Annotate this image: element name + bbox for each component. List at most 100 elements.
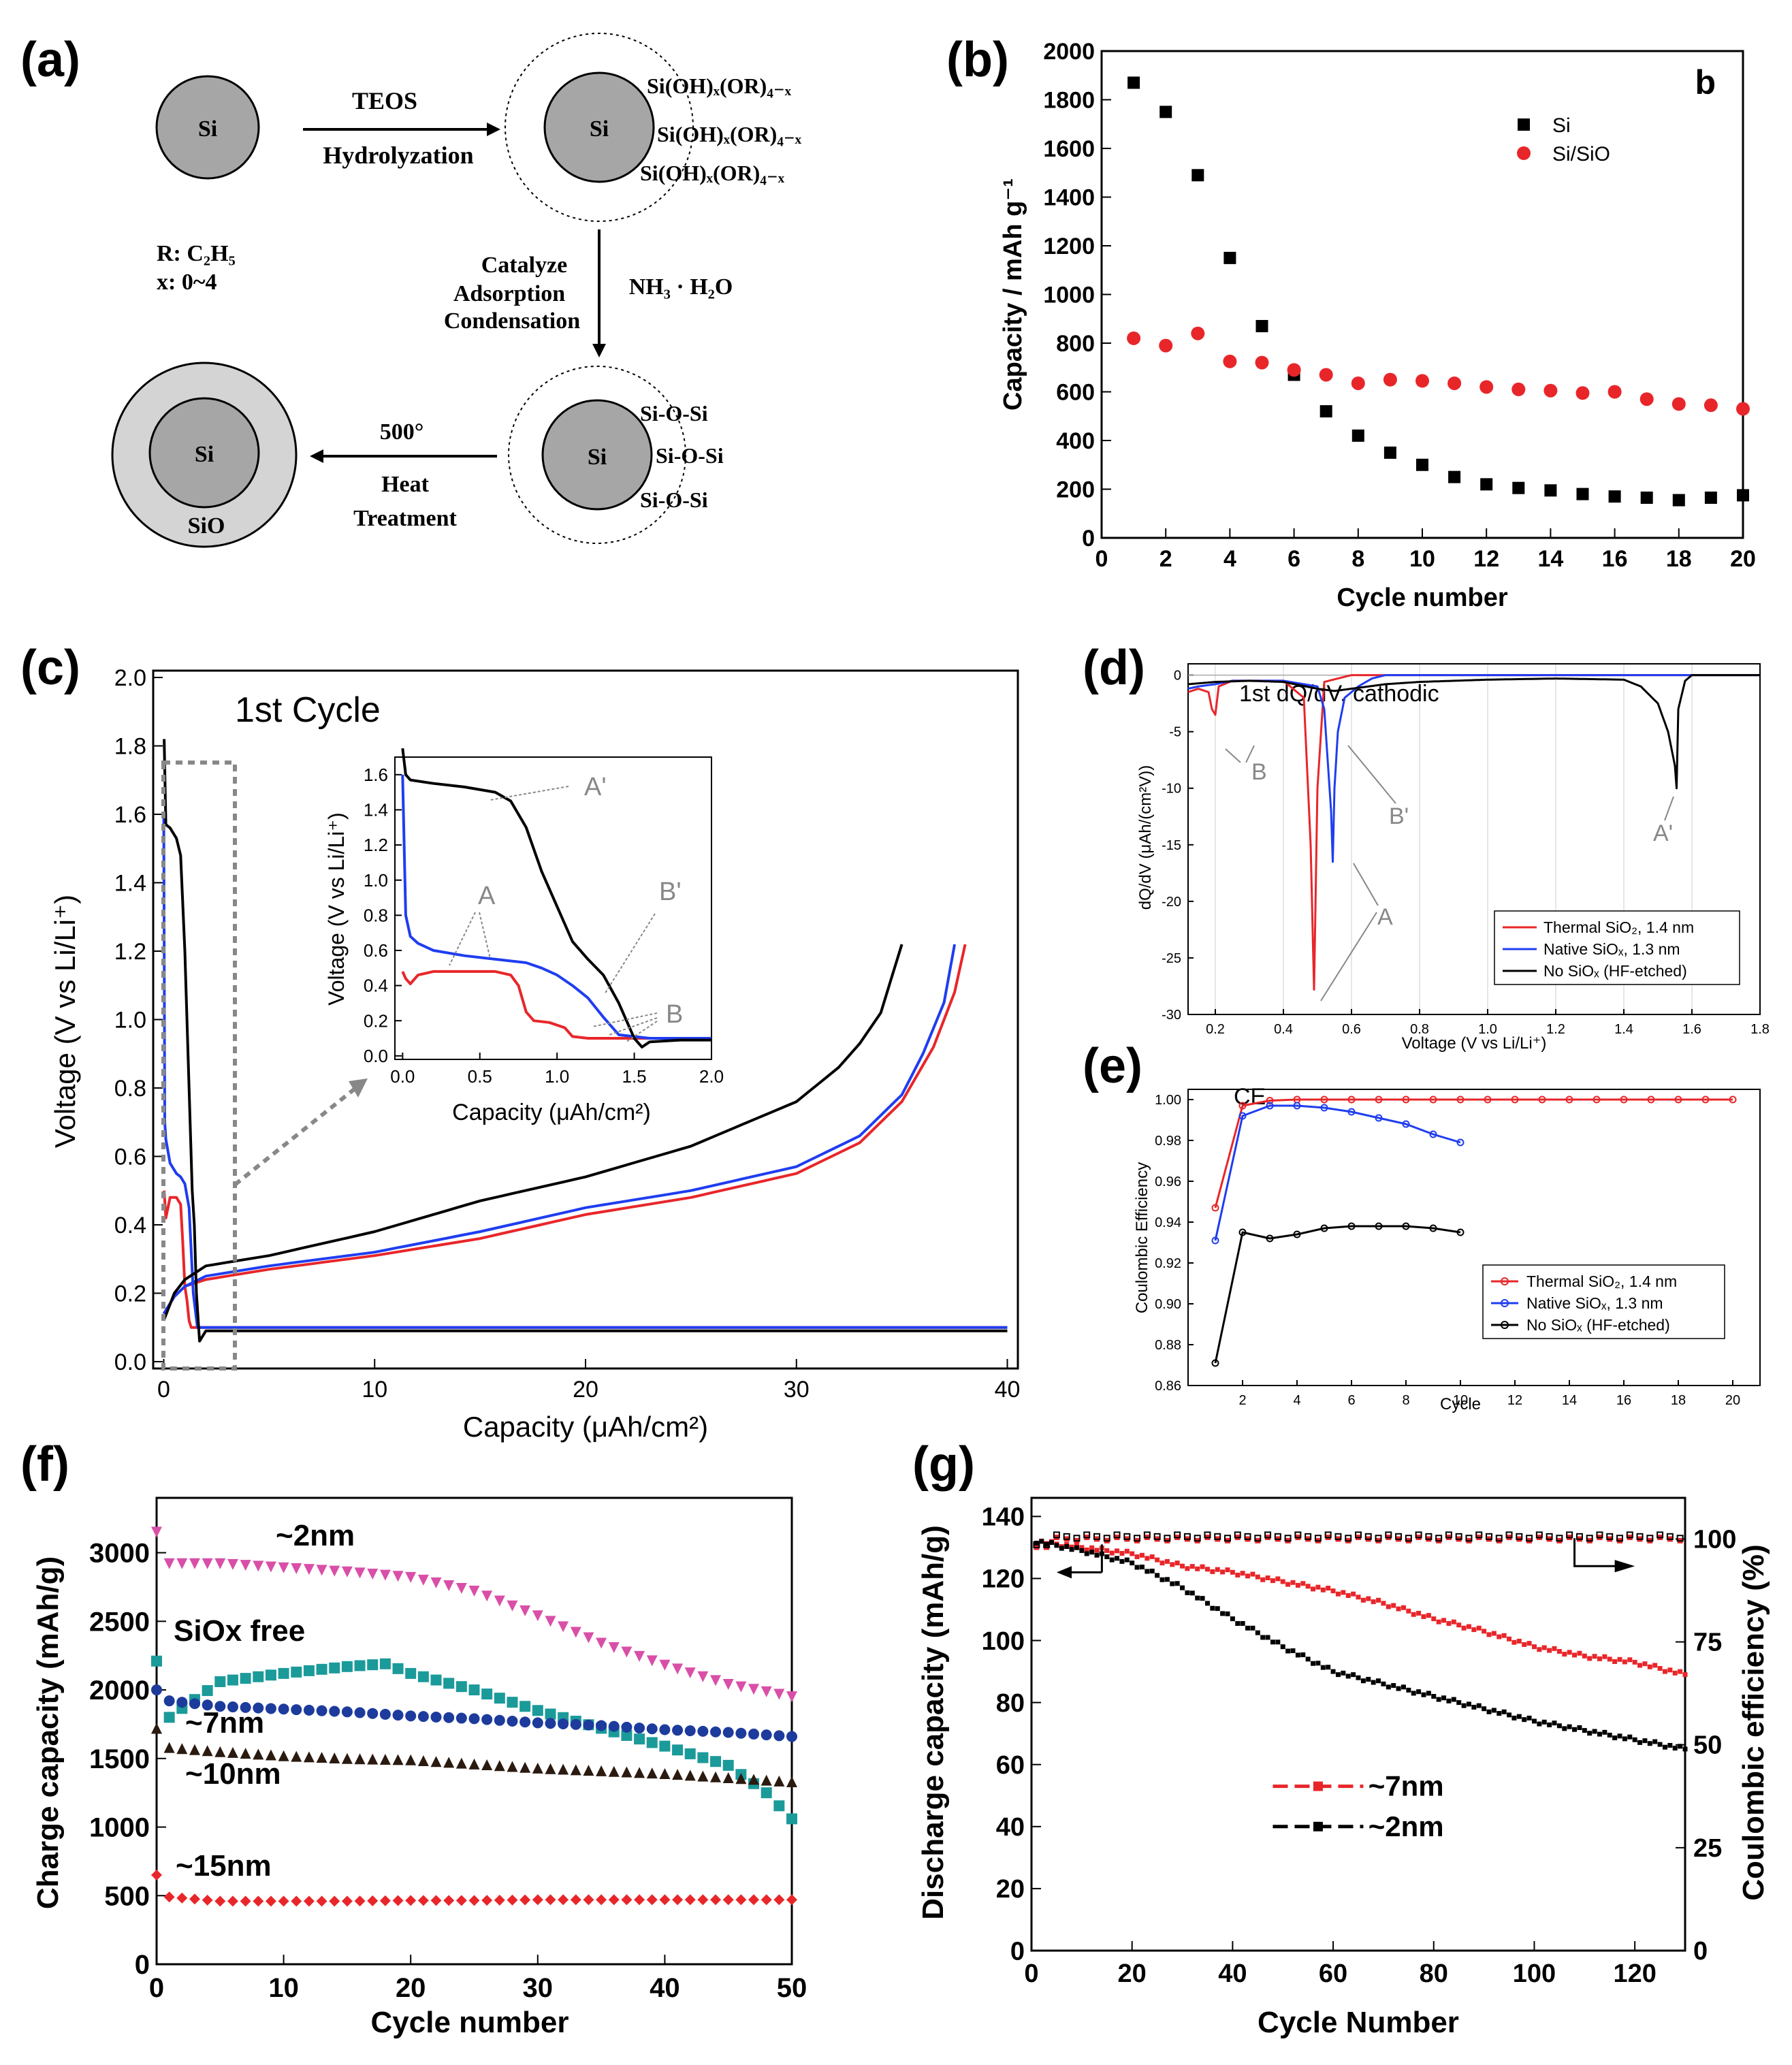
f-point-0: [659, 1659, 671, 1671]
g-efficiency-point-2nm: [1364, 1533, 1372, 1540]
g-point-7nm: [1341, 1590, 1346, 1595]
c-inset-curve-1: [401, 774, 711, 1040]
g-y2tick-label: 75: [1693, 1629, 1722, 1657]
g-point-7nm: [1541, 1645, 1547, 1650]
f-point-4: [596, 1894, 607, 1906]
f-point-4: [773, 1894, 785, 1906]
f-point-2: [697, 1725, 709, 1737]
f-point-2: [583, 1719, 594, 1731]
f-point-0: [430, 1577, 442, 1588]
g-point-2nm: [1134, 1565, 1140, 1570]
g-ytick-label: 0: [1010, 1937, 1025, 1966]
g-point-7nm: [1235, 1572, 1241, 1578]
g-point-7nm: [1145, 1556, 1150, 1561]
g-xtick-label: 100: [1513, 1959, 1556, 1988]
g-point-2nm: [1155, 1573, 1160, 1578]
g-point-2nm: [1149, 1568, 1155, 1573]
g-point-7nm: [1547, 1648, 1552, 1653]
g-point-7nm: [1567, 1650, 1572, 1655]
f-point-3: [519, 1761, 531, 1773]
f-point-4: [151, 1870, 162, 1881]
c-inset-annotation-line: [604, 913, 656, 995]
g-point-2nm: [1617, 1733, 1622, 1739]
g-point-7nm: [1084, 1548, 1089, 1553]
g-point-7nm: [1657, 1666, 1663, 1671]
c-ytick-label: 0.0: [114, 1349, 146, 1375]
g-point-2nm: [1436, 1697, 1441, 1702]
f-point-0: [176, 1558, 188, 1569]
g-efficiency-point-2nm: [1053, 1531, 1060, 1539]
e-ylabel: Coulombic Efficiency: [1133, 1162, 1151, 1313]
f-annotation: SiOx free: [174, 1614, 305, 1648]
b-point-si: [1512, 481, 1525, 494]
f-point-1: [761, 1787, 772, 1799]
g-left-arrow: [1066, 1544, 1103, 1573]
f-point-4: [748, 1894, 760, 1906]
g-xtick-label: 120: [1613, 1959, 1656, 1988]
f-point-0: [786, 1691, 797, 1703]
f-point-3: [443, 1757, 455, 1768]
c-inset-annotation-line: [592, 1012, 658, 1027]
g-point-2nm: [1541, 1719, 1547, 1725]
f-point-2: [455, 1712, 467, 1724]
f-point-1: [672, 1744, 684, 1756]
g-point-7nm: [1612, 1659, 1618, 1664]
chart-e: 2 4 6 8 10 12 14 16 18 20 0.86 0.88 0.90 0.92 0.94 0.96…: [1133, 1084, 1761, 1413]
e-point: [1211, 1359, 1219, 1367]
d-annotation: A': [1653, 820, 1673, 846]
f-point-4: [786, 1894, 797, 1906]
g-point-7nm: [1476, 1625, 1482, 1631]
f-point-2: [443, 1712, 455, 1723]
f-point-2: [722, 1727, 734, 1738]
c-zoom-arrow: [234, 1087, 355, 1187]
g-point-2nm: [1507, 1712, 1512, 1718]
g-point-2nm: [1094, 1552, 1100, 1558]
c-discharge-native: [162, 814, 1008, 1329]
f-point-1: [697, 1752, 709, 1763]
f-point-1: [303, 1665, 315, 1676]
g-point-2nm: [1064, 1544, 1070, 1550]
g-efficiency-point-2nm: [1455, 1533, 1462, 1540]
g-point-7nm: [1406, 1608, 1411, 1614]
b-point-sisio: [1287, 363, 1301, 377]
b-point-si: [1480, 478, 1493, 491]
g-efficiency-point-2nm: [1666, 1533, 1674, 1540]
g-efficiency-point-2nm: [1113, 1531, 1121, 1539]
b-xlabel: Cycle number: [1337, 583, 1508, 612]
f-point-0: [468, 1586, 480, 1597]
f-point-3: [494, 1760, 505, 1772]
si-core-4: [148, 397, 260, 509]
g-point-2nm: [1174, 1581, 1180, 1586]
f-xtick-label: 50: [777, 1973, 807, 2003]
c-inset-annotation-line: [490, 786, 569, 801]
f-point-0: [684, 1667, 696, 1679]
g-point-2nm: [1185, 1590, 1190, 1595]
g-point-7nm: [1562, 1652, 1567, 1657]
f-point-4: [214, 1895, 226, 1907]
g-point-2nm: [1320, 1665, 1326, 1670]
f-point-0: [392, 1571, 404, 1582]
g-point-7nm: [1290, 1580, 1296, 1585]
g-point-7nm: [1632, 1659, 1637, 1665]
si-core-1: [155, 75, 260, 180]
g-point-7nm: [1522, 1642, 1527, 1647]
f-point-0: [646, 1655, 658, 1667]
d-ytick-label: -5: [1169, 725, 1181, 740]
f-point-4: [558, 1894, 569, 1906]
g-point-7nm: [1155, 1557, 1160, 1563]
g-point-7nm: [1220, 1569, 1226, 1575]
e-curve-0: [1214, 1098, 1733, 1208]
f-point-1: [532, 1705, 543, 1716]
g-point-2nm: [1119, 1558, 1125, 1564]
f-point-4: [430, 1895, 442, 1906]
f-point-0: [417, 1574, 429, 1586]
f-point-2: [430, 1711, 442, 1723]
g-efficiency-point-2nm: [1183, 1533, 1191, 1540]
g-point-2nm: [1265, 1635, 1270, 1640]
f-point-4: [202, 1894, 213, 1906]
b-point-sisio: [1639, 392, 1654, 406]
c-inset-annotation-line: [449, 912, 476, 966]
f-point-3: [455, 1757, 467, 1769]
g-point-7nm: [1210, 1569, 1215, 1574]
d-ytick-label: 0: [1174, 669, 1181, 684]
